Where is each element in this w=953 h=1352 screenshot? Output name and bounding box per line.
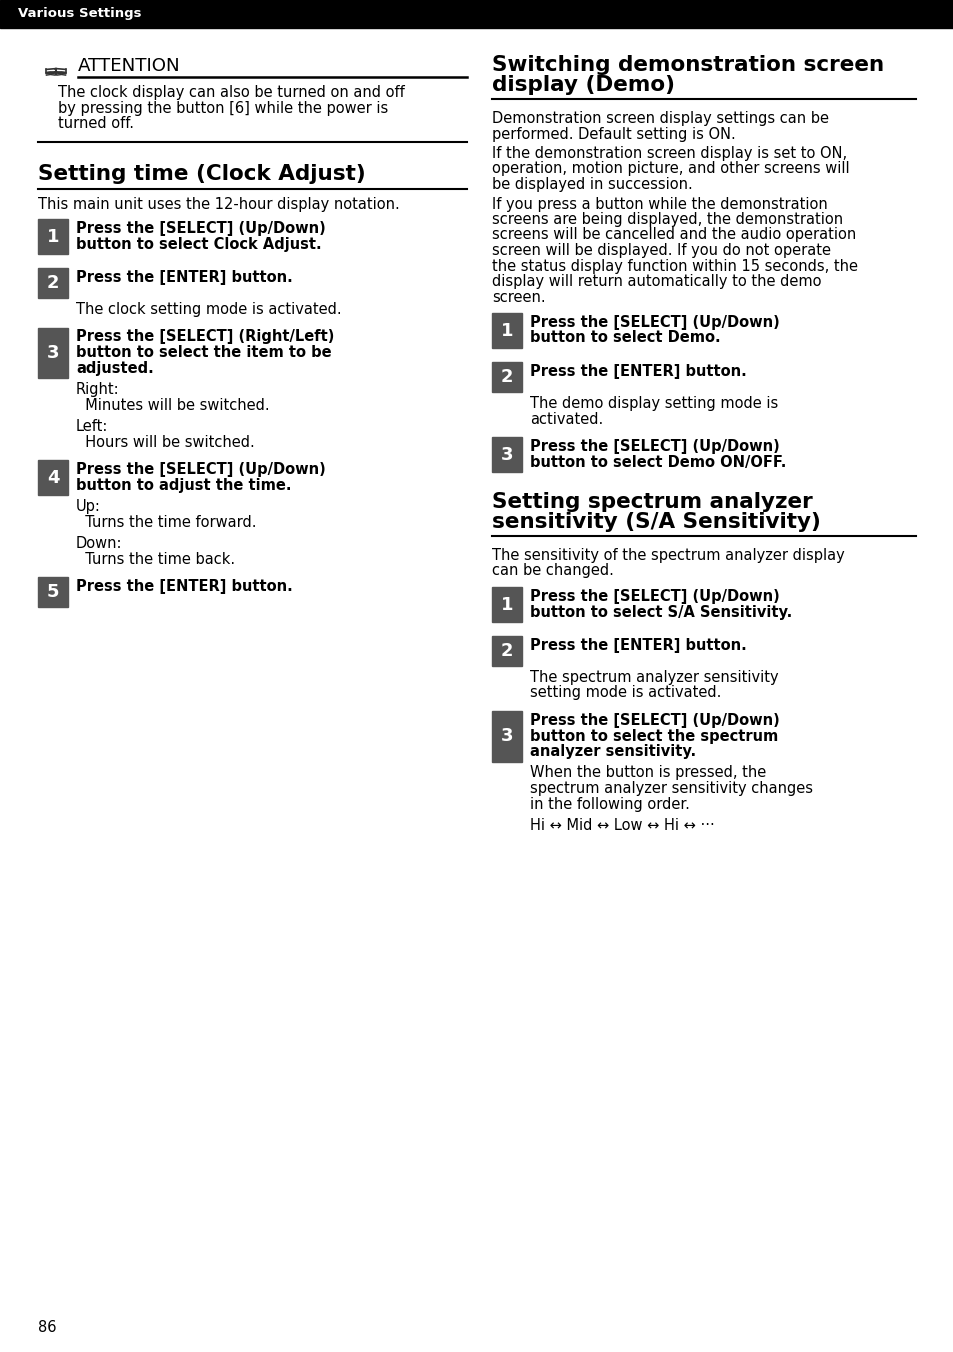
Text: 3: 3 xyxy=(47,343,59,362)
Text: Press the [ENTER] button.: Press the [ENTER] button. xyxy=(530,638,746,653)
Text: Hi ↔ Mid ↔ Low ↔ Hi ↔ ···: Hi ↔ Mid ↔ Low ↔ Hi ↔ ··· xyxy=(530,818,714,833)
Text: Hours will be switched.: Hours will be switched. xyxy=(76,435,254,450)
Text: Press the [SELECT] (Up/Down): Press the [SELECT] (Up/Down) xyxy=(530,713,779,727)
Text: Demonstration screen display settings can be: Demonstration screen display settings ca… xyxy=(492,111,828,126)
Bar xyxy=(492,711,521,761)
Bar xyxy=(38,460,68,495)
Text: adjusted.: adjusted. xyxy=(76,361,153,376)
Text: 2: 2 xyxy=(500,642,513,660)
Text: screens are being displayed, the demonstration: screens are being displayed, the demonst… xyxy=(492,212,842,227)
Text: 3: 3 xyxy=(500,446,513,464)
Text: be displayed in succession.: be displayed in succession. xyxy=(492,177,692,192)
Text: Press the [SELECT] (Up/Down): Press the [SELECT] (Up/Down) xyxy=(530,315,779,330)
Text: button to select Demo.: button to select Demo. xyxy=(530,330,720,346)
Text: The demo display setting mode is: The demo display setting mode is xyxy=(530,396,778,411)
Text: operation, motion picture, and other screens will: operation, motion picture, and other scr… xyxy=(492,161,849,177)
Text: turned off.: turned off. xyxy=(58,116,133,131)
Bar xyxy=(492,587,521,622)
Text: button to select S/A Sensitivity.: button to select S/A Sensitivity. xyxy=(530,604,791,619)
Text: button to select the spectrum: button to select the spectrum xyxy=(530,729,778,744)
Text: Press the [SELECT] (Up/Down): Press the [SELECT] (Up/Down) xyxy=(530,439,779,454)
Text: screen.: screen. xyxy=(492,289,545,304)
Bar xyxy=(38,577,68,607)
Text: by pressing the button [6] while the power is: by pressing the button [6] while the pow… xyxy=(58,100,388,115)
Bar xyxy=(492,635,521,667)
Text: Setting time (Clock Adjust): Setting time (Clock Adjust) xyxy=(38,164,365,184)
Text: The sensitivity of the spectrum analyzer display: The sensitivity of the spectrum analyzer… xyxy=(492,548,843,562)
Text: Switching demonstration screen: Switching demonstration screen xyxy=(492,55,883,74)
Text: Press the [SELECT] (Up/Down): Press the [SELECT] (Up/Down) xyxy=(76,220,325,237)
Text: button to select the item to be: button to select the item to be xyxy=(76,345,332,360)
Text: can be changed.: can be changed. xyxy=(492,564,613,579)
Text: Turns the time forward.: Turns the time forward. xyxy=(76,515,256,530)
Bar xyxy=(492,314,521,347)
Text: Minutes will be switched.: Minutes will be switched. xyxy=(76,397,270,412)
Text: Press the [SELECT] (Up/Down): Press the [SELECT] (Up/Down) xyxy=(76,462,325,477)
Text: the status display function within 15 seconds, the: the status display function within 15 se… xyxy=(492,258,857,273)
Text: sensitivity (S/A Sensitivity): sensitivity (S/A Sensitivity) xyxy=(492,512,820,531)
Bar xyxy=(38,327,68,379)
Text: When the button is pressed, the: When the button is pressed, the xyxy=(530,765,765,780)
Text: 1: 1 xyxy=(500,595,513,614)
Text: spectrum analyzer sensitivity changes: spectrum analyzer sensitivity changes xyxy=(530,781,812,796)
Text: screen will be displayed. If you do not operate: screen will be displayed. If you do not … xyxy=(492,243,830,258)
Text: Turns the time back.: Turns the time back. xyxy=(76,552,234,566)
Text: button to select Clock Adjust.: button to select Clock Adjust. xyxy=(76,237,321,251)
Text: 1: 1 xyxy=(47,227,59,246)
Text: Up:: Up: xyxy=(76,499,101,514)
Text: 86: 86 xyxy=(38,1320,56,1334)
Text: 2: 2 xyxy=(500,368,513,387)
Text: Press the [ENTER] button.: Press the [ENTER] button. xyxy=(76,580,293,595)
Text: 1: 1 xyxy=(500,322,513,339)
Bar xyxy=(492,437,521,472)
Text: The clock setting mode is activated.: The clock setting mode is activated. xyxy=(76,301,341,316)
Text: 5: 5 xyxy=(47,584,59,602)
Bar xyxy=(492,362,521,392)
Text: display will return automatically to the demo: display will return automatically to the… xyxy=(492,274,821,289)
Text: in the following order.: in the following order. xyxy=(530,796,689,811)
Text: The clock display can also be turned on and off: The clock display can also be turned on … xyxy=(58,85,404,100)
Text: Left:: Left: xyxy=(76,419,109,434)
Text: If the demonstration screen display is set to ON,: If the demonstration screen display is s… xyxy=(492,146,846,161)
Text: The spectrum analyzer sensitivity: The spectrum analyzer sensitivity xyxy=(530,671,778,685)
Text: 4: 4 xyxy=(47,469,59,487)
Bar xyxy=(0,0,953,28)
Text: ATTENTION: ATTENTION xyxy=(78,57,180,74)
Text: Press the [ENTER] button.: Press the [ENTER] button. xyxy=(76,270,293,285)
Text: screens will be cancelled and the audio operation: screens will be cancelled and the audio … xyxy=(492,227,856,242)
Text: 2: 2 xyxy=(47,274,59,292)
Text: Various Settings: Various Settings xyxy=(18,8,141,20)
Text: Press the [SELECT] (Up/Down): Press the [SELECT] (Up/Down) xyxy=(530,589,779,604)
Text: setting mode is activated.: setting mode is activated. xyxy=(530,685,720,700)
Bar xyxy=(38,268,68,297)
Bar xyxy=(38,219,68,254)
Text: Setting spectrum analyzer: Setting spectrum analyzer xyxy=(492,492,812,512)
Text: button to select Demo ON/OFF.: button to select Demo ON/OFF. xyxy=(530,454,785,469)
Text: button to adjust the time.: button to adjust the time. xyxy=(76,477,292,492)
Text: performed. Default setting is ON.: performed. Default setting is ON. xyxy=(492,127,735,142)
Text: Press the [ENTER] button.: Press the [ENTER] button. xyxy=(530,364,746,379)
Text: Right:: Right: xyxy=(76,383,119,397)
Text: analyzer sensitivity.: analyzer sensitivity. xyxy=(530,744,696,758)
Text: activated.: activated. xyxy=(530,411,602,426)
Text: This main unit uses the 12-hour display notation.: This main unit uses the 12-hour display … xyxy=(38,197,399,212)
Text: display (Demo): display (Demo) xyxy=(492,74,675,95)
Text: Down:: Down: xyxy=(76,537,122,552)
Text: 3: 3 xyxy=(500,727,513,745)
Text: Press the [SELECT] (Right/Left): Press the [SELECT] (Right/Left) xyxy=(76,330,334,345)
Text: If you press a button while the demonstration: If you press a button while the demonstr… xyxy=(492,196,827,211)
